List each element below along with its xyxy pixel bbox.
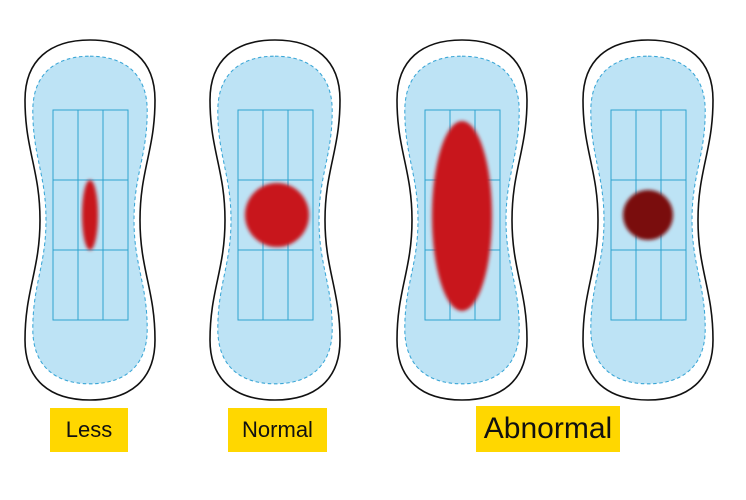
stain (623, 190, 673, 240)
pad-less (25, 40, 155, 400)
label-abnormal: Abnormal (476, 406, 620, 452)
label-normal: Normal (228, 408, 327, 452)
label-less: Less (50, 408, 128, 452)
pad-abnormal-dark (583, 40, 713, 400)
pad-abnormal-large (397, 40, 527, 400)
stain (245, 183, 309, 247)
stain (432, 121, 492, 311)
pad-normal (210, 40, 340, 400)
stain (82, 180, 98, 250)
